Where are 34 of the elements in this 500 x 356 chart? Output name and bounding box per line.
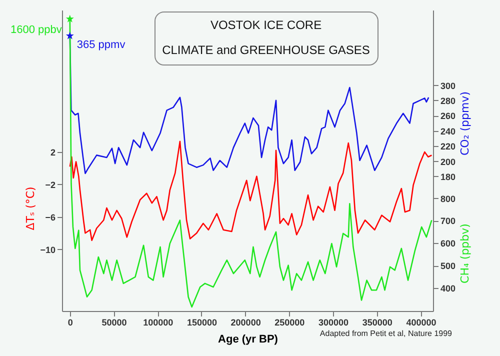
y2-tick-label: 180 (440, 172, 456, 182)
y3-axis-title: CH₄ (ppbv) (458, 224, 472, 284)
y3-tick-label: 800 (440, 194, 456, 204)
y3-tick-label: 600 (440, 238, 456, 249)
x-tick-label: 250000 (274, 318, 305, 328)
x-tick-label: 100000 (143, 318, 174, 328)
y-tick-label: 2 (50, 147, 56, 158)
x-tick-label: 50000 (102, 318, 127, 328)
y2-tick-label: 240 (440, 126, 456, 136)
y3-tick-label: 400 (440, 283, 456, 294)
y-tick-label: −6 (45, 212, 56, 222)
y3-tick-label: 500 (440, 261, 456, 272)
y2-tick-label: 280 (440, 96, 456, 106)
y-axis-title: ΔTₛ (°C) (24, 186, 38, 230)
line-series (69, 140, 432, 242)
text: Adapted from Petit et al, Nature 1999 (320, 329, 453, 338)
text: VOSTOK ICE CORE CLIMATE and GREENHOUSE GASES (162, 18, 370, 57)
x-tick-label: 400000 (406, 318, 436, 328)
y-tick-label: −2 (45, 180, 56, 190)
y2-tick-label: 300 (440, 80, 456, 91)
y2-tick-label: 260 (440, 111, 456, 122)
x-tick-label: 200000 (230, 318, 261, 328)
y2-tick-label: 220 (440, 142, 456, 152)
annotation: 365 ppmv (76, 38, 126, 51)
x-tick-label: 300000 (318, 318, 349, 328)
x-tick-label: 350000 (362, 318, 392, 328)
y2-axis-title: CO₂ (ppmv) (458, 91, 472, 156)
x-axis-title: Age (yr BP) (218, 334, 278, 346)
y-tick-label: −10 (40, 244, 56, 255)
y2-tick-label: 200 (440, 156, 456, 167)
text: 1600 ppbv (10, 24, 62, 36)
y3-tick-label: 700 (440, 216, 456, 226)
x-tick-label: 0 (68, 318, 73, 328)
x-tick-label: 150000 (186, 318, 217, 328)
